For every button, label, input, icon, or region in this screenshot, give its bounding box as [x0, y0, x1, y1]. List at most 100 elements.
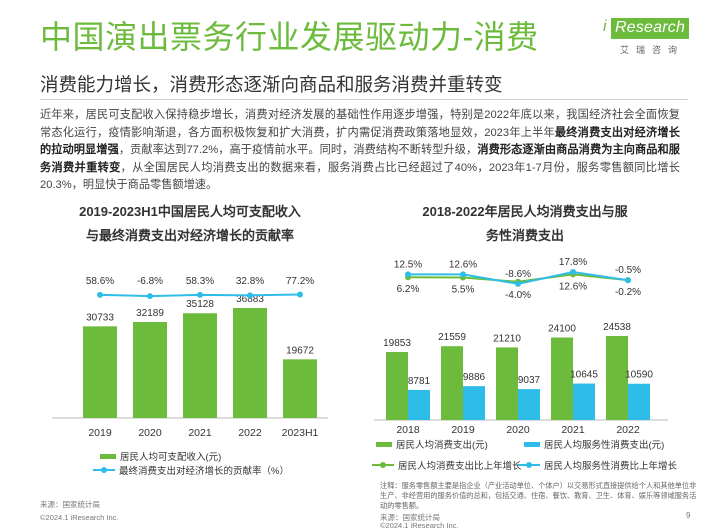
contribution-label: 32.8%: [236, 276, 264, 287]
contribution-label: -6.8%: [137, 276, 163, 287]
bar-consumption: [441, 346, 463, 420]
left-chart-title-line1: 2019-2023H1中国居民人均可支配收入: [79, 204, 301, 219]
bar-value-label: 21559: [438, 332, 466, 343]
x-tick-label: 2019: [451, 424, 475, 436]
left-legend-bar: 居民人均可支配收入(元): [100, 449, 221, 463]
bar-value-label: 19853: [383, 338, 411, 349]
legend-swatch-green: [376, 441, 392, 447]
bar-income: [133, 321, 167, 418]
bar-service-consumption: [518, 389, 540, 420]
service-growth-label: 12.6%: [449, 259, 477, 270]
x-tick-label: 2021: [188, 427, 212, 439]
logo-word: Research: [611, 18, 690, 39]
body-text-2: ，贡献率达到77.2%，高于疫情前水平。同时，消费结构不断转型升级，: [118, 144, 478, 156]
legend-label: 最终消费支出对经济增长的贡献率（%）: [119, 466, 289, 477]
bar-value-label: 21210: [493, 333, 521, 344]
service-growth-label: -0.5%: [615, 265, 641, 276]
contribution-point: [297, 291, 303, 298]
bar-value-label: 8781: [408, 376, 431, 387]
bar-service-consumption: [463, 386, 485, 420]
bar-value-label: 35128: [186, 299, 214, 310]
bar-value-label: 24538: [603, 322, 631, 333]
bar-consumption: [551, 337, 573, 420]
legend-label: 居民人均消费支出(元): [396, 440, 488, 451]
x-tick-label: 2022: [238, 427, 262, 439]
bar-consumption: [386, 352, 408, 420]
consumption-growth-label: 5.5%: [452, 285, 475, 296]
bar-service-consumption: [573, 383, 595, 420]
bar-consumption: [496, 347, 518, 420]
body-text-3: ，从全国居民人均消费支出的数据来看，服务消费占比已经超过了40%，2023年1-…: [40, 161, 680, 192]
right-footer: ©2024.1 iResearch Inc.: [380, 521, 459, 530]
body-bold-2: 消费形态逐渐由商品消费为主向商品和服务消费并重转变: [40, 144, 680, 174]
right-chart-title-line2: 务性消费支出: [485, 228, 564, 243]
service-growth-label: 12.5%: [394, 259, 422, 270]
contribution-point: [97, 291, 103, 298]
service-growth-point: [515, 280, 521, 287]
x-tick-label: 2022: [616, 424, 640, 436]
right-chart-title-line1: 2018-2022年居民人均消费支出与服: [422, 204, 628, 219]
left-chart-title-line2: 与最终消费支出对经济增长的贡献率: [85, 228, 294, 243]
page-number: 9: [686, 511, 691, 520]
legend-line-green: [372, 462, 394, 468]
consumption-growth-label: 6.2%: [397, 284, 420, 295]
service-growth-label: 17.8%: [559, 257, 587, 268]
body-bold-1: 最终消费支出对经济增长的拉动明显增强: [40, 126, 680, 157]
service-growth-point: [570, 268, 576, 275]
x-tick-label: 2021: [561, 424, 585, 436]
service-growth-point: [625, 277, 631, 284]
right-legend-bar1: 居民人均消费支出(元): [376, 437, 488, 451]
legend-label: 居民人均可支配收入(元): [120, 452, 222, 463]
logo-subtitle: 艾瑞咨询: [620, 45, 685, 55]
x-tick-label: 2018: [396, 424, 420, 436]
contribution-label: 58.6%: [86, 276, 114, 287]
left-source: 来源：国家统计局: [40, 500, 100, 509]
consumption-growth-label: -0.2%: [615, 287, 641, 298]
bar-value-label: 19672: [286, 345, 314, 356]
legend-label: 居民人均服务性消费比上年增长: [544, 461, 678, 472]
bar-value-label: 24100: [548, 323, 576, 334]
legend-label: 居民人均服务性消费支出(元): [544, 440, 665, 451]
bar-value-label: 9886: [463, 372, 486, 383]
legend-label: 居民人均消费支出比上年增长: [398, 461, 522, 472]
x-tick-label: 2020: [138, 427, 162, 439]
right-source: 来源：国家统计局: [380, 513, 440, 522]
bar-value-label: 9037: [518, 375, 541, 386]
right-chart: 19853 8781 2018 21559 9886 2019 21210 9037 2020 2…: [374, 257, 668, 436]
bar-value-label: 30733: [86, 312, 114, 323]
bar-value-label: 10590: [625, 370, 653, 381]
service-growth-point: [460, 271, 466, 278]
left-chart: 30733 2019 32189 2020 35128 2021 36883 2022 1967…: [52, 276, 328, 439]
right-note: 注释：服务零售额主要是指企业（产业活动单位、个体户）以交易形式直接提供给个人和其…: [380, 481, 697, 510]
bar-service-consumption: [628, 383, 650, 420]
consumption-growth-label: -4.0%: [505, 290, 531, 301]
divider: [40, 99, 688, 100]
page-title: 中国演出票务行业发展驱动力-消费: [40, 19, 539, 55]
legend-line-blue: [518, 462, 540, 468]
contribution-label: 77.2%: [286, 276, 314, 287]
logo-i: i: [603, 18, 607, 35]
right-chart-title: 2018-2022年居民人均消费支出与服 务性消费支出: [375, 200, 675, 248]
bar-value-label: 32189: [136, 308, 164, 319]
x-tick-label: 2019: [88, 427, 112, 439]
bar-service-consumption: [408, 389, 430, 420]
contribution-point: [147, 293, 153, 300]
bar-income: [183, 313, 217, 418]
service-growth-label: -8.6%: [505, 269, 531, 280]
bar-value-label: 36883: [236, 294, 264, 305]
x-tick-label: 2020: [506, 424, 530, 436]
bar-value-label: 10645: [570, 370, 598, 381]
consumption-growth-label: 12.6%: [559, 281, 587, 292]
x-tick-label: 2023H1: [282, 427, 319, 439]
bar-consumption: [606, 336, 628, 420]
right-legend-line2: 居民人均服务性消费比上年增长: [518, 458, 677, 472]
bar-income: [83, 326, 117, 418]
contribution-label: 58.3%: [186, 276, 214, 287]
left-legend-line: 最终消费支出对经济增长的贡献率（%）: [93, 463, 289, 477]
contribution-point: [247, 292, 253, 299]
right-legend-bar2: 居民人均服务性消费支出(元): [524, 437, 664, 451]
page-subtitle: 消费能力增长，消费形态逐渐向商品和服务消费并重转变: [40, 74, 503, 95]
left-footer: ©2024.1 iResearch Inc.: [40, 513, 119, 522]
contribution-point: [197, 291, 203, 298]
left-chart-title: 2019-2023H1中国居民人均可支配收入 与最终消费支出对经济增长的贡献率: [50, 200, 330, 248]
